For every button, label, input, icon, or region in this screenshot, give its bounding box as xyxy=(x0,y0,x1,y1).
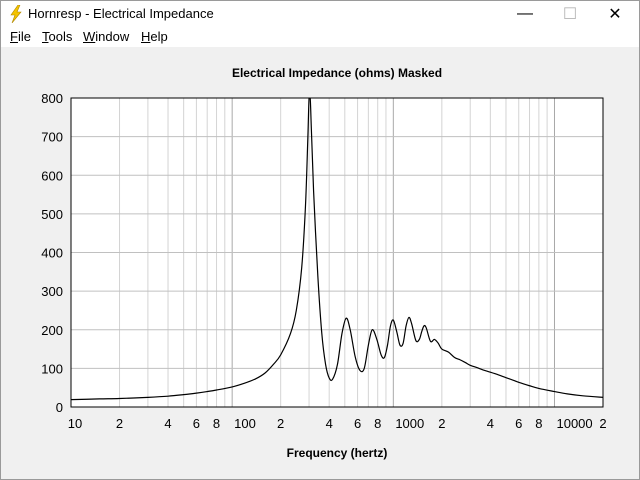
impedance-curve xyxy=(71,98,603,401)
x-tick-label: 2 xyxy=(599,416,606,431)
y-tick-label: 400 xyxy=(41,246,63,261)
x-tick-label: 10000 xyxy=(556,416,592,431)
y-tick-label: 600 xyxy=(41,168,63,183)
x-tick-label: 2 xyxy=(277,416,284,431)
x-axis-label: Frequency (hertz) xyxy=(287,446,388,460)
x-tick-label: 10 xyxy=(68,416,82,431)
y-tick-label: 200 xyxy=(41,323,63,338)
menu-window[interactable]: Window xyxy=(83,29,130,44)
title-bar[interactable]: Hornresp - Electrical Impedance — ☐ ✕ xyxy=(1,1,639,27)
plot-frame xyxy=(70,97,604,408)
lightning-bolt-icon xyxy=(10,5,22,23)
y-tick-label: 0 xyxy=(56,400,63,415)
x-tick-label: 8 xyxy=(535,416,542,431)
x-tick-label: 1000 xyxy=(395,416,424,431)
menu-help[interactable]: Help xyxy=(141,29,168,44)
y-tick-label: 700 xyxy=(41,130,63,145)
chart-area: 0 100 200 300 400 500 600 700 800 10 2 4 6 8 100 2 4 6 8 10… xyxy=(3,47,637,479)
y-tick-label: 500 xyxy=(41,207,63,222)
y-tick-label: 300 xyxy=(41,284,63,299)
menu-bar: File Tools Window Help xyxy=(1,27,639,47)
x-tick-label: 8 xyxy=(213,416,220,431)
x-tick-label: 2 xyxy=(438,416,445,431)
menu-file[interactable]: File xyxy=(10,29,31,44)
chart-title: Electrical Impedance (ohms) Masked xyxy=(232,66,442,80)
x-tick-label: 6 xyxy=(354,416,361,431)
y-tick-label: 800 xyxy=(41,91,63,106)
menu-tools[interactable]: Tools xyxy=(42,29,73,44)
y-tick-label: 100 xyxy=(41,361,63,376)
x-tick-label: 4 xyxy=(164,416,171,431)
minimize-button[interactable]: — xyxy=(517,5,533,22)
x-tick-label: 6 xyxy=(193,416,200,431)
x-tick-label: 100 xyxy=(234,416,256,431)
x-tick-label: 8 xyxy=(374,416,381,431)
x-tick-label: 4 xyxy=(326,416,333,431)
x-tick-label: 2 xyxy=(116,416,123,431)
x-tick-label: 4 xyxy=(487,416,494,431)
window-title: Hornresp - Electrical Impedance xyxy=(28,6,214,21)
maximize-button[interactable]: ☐ xyxy=(562,6,578,23)
x-tick-label: 6 xyxy=(515,416,522,431)
close-button[interactable]: ✕ xyxy=(608,6,622,23)
